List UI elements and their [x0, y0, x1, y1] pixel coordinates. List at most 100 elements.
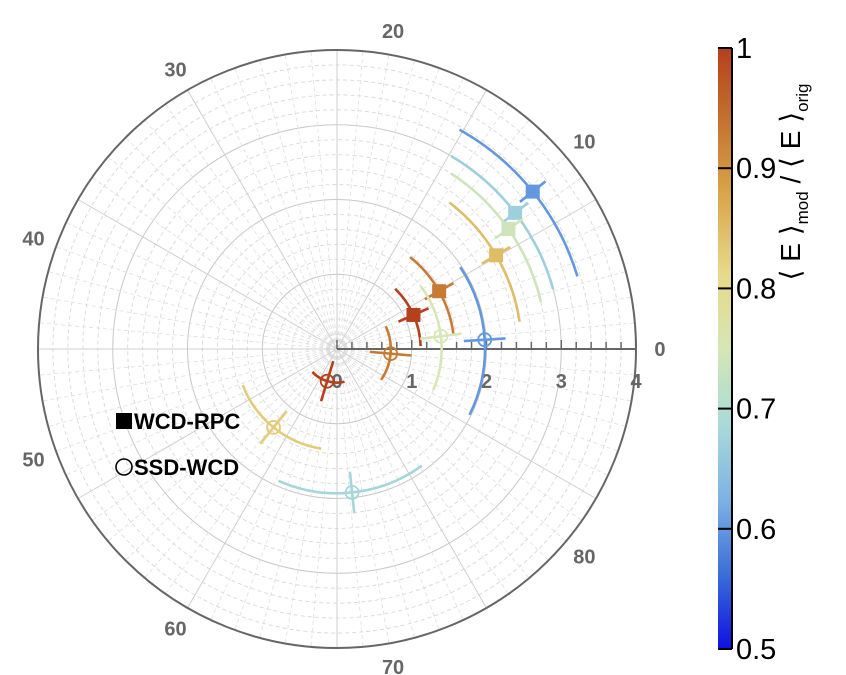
minor-spoke	[336, 77, 464, 350]
minor-spoke	[65, 222, 338, 350]
ssd-wcd-marker	[433, 328, 449, 344]
minor-spoke	[125, 137, 338, 350]
minor-spoke	[336, 296, 632, 350]
angular-tick-label: 0	[654, 339, 665, 361]
wcd-rpc-marker	[489, 248, 504, 263]
wcd-rpc-marker	[508, 205, 523, 220]
angular-tick-label: 30	[164, 59, 186, 81]
minor-spoke	[336, 348, 549, 561]
minor-spoke	[48, 348, 338, 427]
wcd-rpc-marker	[501, 221, 516, 236]
minor-spoke	[336, 222, 609, 350]
minor-spoke	[107, 156, 338, 350]
minor-spoke	[234, 348, 338, 631]
wcd-rpc-point	[409, 256, 455, 334]
minor-spoke	[336, 156, 567, 350]
minor-spoke	[91, 177, 338, 350]
minor-spoke	[336, 177, 583, 350]
minor-spoke	[336, 322, 635, 350]
minor-spoke	[336, 348, 530, 579]
minor-spoke	[210, 77, 338, 350]
minor-spoke	[336, 67, 440, 350]
minor-spoke	[39, 348, 338, 376]
minor-spoke	[336, 271, 626, 350]
minor-spoke	[336, 137, 549, 350]
minor-spoke	[336, 348, 583, 521]
wcd-rpc-point	[448, 201, 521, 322]
ssd-wcd-point	[311, 360, 345, 402]
legend-square-marker	[116, 413, 132, 429]
minor-spoke	[42, 348, 338, 402]
major-spoke	[77, 348, 338, 499]
major-spoke	[187, 89, 338, 350]
minor-spoke	[165, 103, 338, 350]
minor-spoke	[310, 348, 338, 647]
wcd-rpc-point	[394, 287, 430, 347]
minor-spoke	[336, 348, 609, 476]
minor-spoke	[91, 348, 338, 521]
minor-spoke	[336, 348, 440, 631]
major-spoke	[77, 199, 338, 350]
minor-spoke	[336, 348, 509, 595]
minor-spoke	[125, 348, 338, 561]
ssd-wcd-marker	[344, 485, 360, 500]
legend-circle-marker	[115, 458, 133, 476]
minor-spoke	[336, 348, 567, 542]
legend-label-ssd-wcd: SSD-WCD	[134, 455, 239, 480]
major-spoke	[336, 348, 487, 609]
ssd-wcd-point	[459, 266, 506, 416]
major-spoke	[336, 89, 487, 350]
minor-spoke	[336, 348, 626, 427]
minor-spoke	[65, 348, 338, 476]
minor-spoke	[310, 51, 338, 350]
legend-label-wcd-rpc: WCD-RPC	[134, 409, 240, 434]
minor-spoke	[336, 348, 619, 452]
angular-tick-label: 80	[573, 547, 595, 569]
angular-error-arc	[458, 128, 579, 277]
colorbar-ticks: 0.5 0.6 0.7 0.8 0.9 1	[718, 33, 776, 666]
radial-tick-label: 4	[630, 371, 642, 393]
radial-error-bar	[419, 332, 462, 341]
radial-error-bar	[463, 337, 506, 343]
wcd-rpc-point	[458, 128, 579, 277]
minor-spoke	[284, 54, 338, 350]
minor-spoke	[336, 60, 415, 350]
minor-spoke	[259, 348, 338, 638]
radial-error-bar	[259, 410, 288, 445]
colorbar-tick-label: 1	[736, 33, 752, 65]
minor-spoke	[107, 348, 338, 542]
ssd-wcd-marker	[266, 420, 281, 435]
wcd-rpc-marker	[406, 307, 421, 322]
radial-error-bar	[319, 360, 335, 402]
minor-spoke	[144, 119, 338, 350]
radial-tick-label: 2	[481, 371, 492, 393]
minor-spoke	[284, 348, 338, 644]
ssd-wcd-marker	[477, 332, 493, 348]
radial-error-bar	[369, 350, 412, 357]
minor-spoke	[336, 51, 364, 350]
wcd-rpc-marker	[432, 284, 447, 299]
colorbar-tick-label: 0.6	[736, 514, 776, 546]
ssd-wcd-point	[419, 285, 462, 391]
data-marks	[241, 128, 579, 514]
legend: WCD-RPC SSD-WCD	[115, 409, 240, 480]
minor-spoke	[336, 54, 390, 350]
minor-spoke	[55, 246, 338, 350]
colorbar: 0.5 0.6 0.7 0.8 0.9 1 ⟨ E ⟩mod / ⟨ E ⟩orig	[718, 33, 812, 666]
colorbar-title: ⟨ E ⟩mod / ⟨ E ⟩orig	[775, 84, 812, 281]
colorbar-tick-label: 0.9	[736, 153, 776, 185]
radial-error-bar	[348, 471, 356, 514]
minor-spoke	[144, 348, 338, 579]
wcd-rpc-point	[450, 172, 543, 303]
wcd-rpc-marker	[525, 184, 540, 199]
angular-tick-labels: 0 10 20 30 40 50 60 70 80	[22, 21, 665, 675]
radial-tick-label: 3	[556, 371, 567, 393]
angular-tick-label: 60	[164, 619, 186, 641]
radial-tick-label: 1	[406, 371, 417, 393]
minor-spoke	[336, 348, 415, 638]
minor-spoke	[336, 246, 619, 350]
minor-spoke	[55, 348, 338, 452]
minor-spoke	[42, 296, 338, 350]
